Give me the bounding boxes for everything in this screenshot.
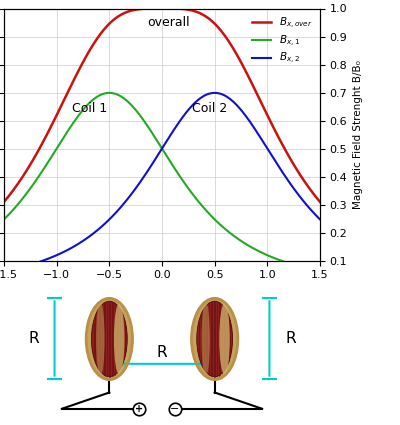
Legend: $B_{x,over}$, $B_{x,1}$, $B_{x,2}$: $B_{x,over}$, $B_{x,1}$, $B_{x,2}$ (250, 14, 315, 68)
Ellipse shape (197, 301, 232, 377)
Text: +: + (135, 404, 143, 414)
Ellipse shape (86, 298, 132, 380)
Ellipse shape (192, 298, 238, 380)
Ellipse shape (219, 303, 230, 375)
Text: overall: overall (147, 16, 190, 29)
Text: R: R (28, 331, 39, 346)
Text: −: − (170, 404, 179, 414)
Ellipse shape (92, 301, 127, 377)
Ellipse shape (114, 303, 124, 375)
Ellipse shape (96, 302, 104, 377)
Text: Coil 1: Coil 1 (72, 102, 107, 115)
Y-axis label: Magnetic Field Strenght B/B₀: Magnetic Field Strenght B/B₀ (353, 60, 363, 209)
Ellipse shape (202, 302, 210, 377)
Text: R: R (157, 345, 167, 360)
Text: Coil 2: Coil 2 (192, 102, 227, 115)
Text: R: R (285, 331, 296, 346)
